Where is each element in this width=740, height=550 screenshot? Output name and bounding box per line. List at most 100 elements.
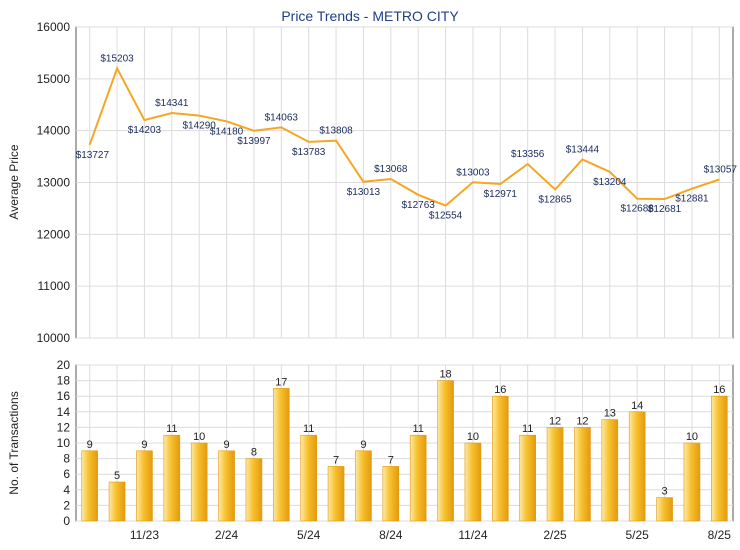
x-tick-label: 5/24 — [297, 528, 321, 542]
transactions-bar — [409, 434, 427, 522]
price-data-label: $12971 — [484, 189, 518, 200]
transactions-bar — [81, 450, 98, 522]
price-gridlines — [76, 26, 733, 339]
price-data-label: $14180 — [210, 126, 244, 137]
price-data-label: $14290 — [183, 121, 217, 132]
transactions-data-label: 16 — [494, 384, 506, 396]
transactions-data-label: 11 — [303, 423, 314, 435]
transactions-data-labels: 9 5 9 11 10 9 8 17 11 7 9 7 11 18 10 16 11 12 12 13 14 3 10 16 — [87, 369, 726, 498]
transactions-data-label: 12 — [549, 415, 561, 427]
transactions-data-label: 9 — [87, 439, 93, 451]
transactions-data-label: 11 — [412, 423, 423, 435]
transactions-bar — [464, 442, 482, 522]
transactions-data-label: 18 — [439, 369, 451, 381]
price-y-tick-label: 15000 — [37, 72, 71, 86]
transactions-bar — [656, 497, 673, 522]
price-data-label: $12865 — [538, 194, 572, 205]
transactions-y-tick-label: 12 — [57, 420, 71, 434]
price-data-labels: $13727 $15203 $14203 $14341 $14290$14180$139… — [76, 53, 738, 221]
transactions-bar — [437, 380, 454, 522]
price-data-label: $12881 — [675, 194, 709, 205]
x-tick-label: 8/25 — [708, 528, 732, 542]
price-data-label: $13808 — [319, 126, 353, 137]
transactions-data-label: 13 — [604, 408, 616, 420]
transactions-y-tick-label: 6 — [63, 467, 70, 481]
price-y-tick-label: 11000 — [38, 279, 71, 293]
transactions-y-tick-label: 8 — [63, 452, 70, 466]
price-data-label: $12688 — [621, 204, 655, 215]
price-y-tick-label: 10000 — [37, 331, 71, 345]
price-data-label: $13003 — [456, 167, 490, 178]
transactions-y-tick-label: 4 — [63, 483, 70, 497]
transactions-data-label: 10 — [467, 431, 479, 443]
transactions-bar — [190, 442, 208, 522]
price-data-label: $13068 — [374, 164, 408, 175]
x-tick-labels: 11/23 2/24 5/24 8/24 11/24 2/25 5/25 8/25 — [130, 528, 731, 542]
x-tick-label: 11/23 — [130, 528, 159, 542]
price-data-label: $12681 — [648, 204, 682, 215]
transactions-bar — [218, 450, 235, 522]
transactions-data-label: 10 — [193, 431, 205, 443]
transactions-data-label: 17 — [275, 376, 287, 388]
transactions-bar — [546, 427, 564, 522]
price-y-tick-label: 14000 — [37, 124, 71, 138]
price-data-label: $13997 — [237, 136, 271, 147]
transactions-bar — [245, 458, 263, 522]
transactions-data-label: 9 — [360, 439, 366, 451]
transactions-data-label: 7 — [333, 454, 339, 466]
x-tick-label: 2/25 — [543, 528, 567, 542]
price-data-label: $13356 — [511, 149, 545, 160]
price-y-tick-label: 12000 — [37, 227, 71, 241]
transactions-data-label: 5 — [114, 470, 120, 482]
transactions-bar — [601, 419, 619, 522]
price-y-tick-label: 13000 — [37, 176, 71, 190]
transactions-data-label: 14 — [631, 400, 643, 412]
transactions-y-tick-label: 2 — [63, 498, 70, 512]
price-data-label: $13783 — [292, 147, 326, 158]
transactions-data-label: 9 — [141, 439, 147, 451]
transactions-y-tick-label: 20 — [57, 358, 71, 372]
transactions-data-label: 3 — [662, 486, 668, 498]
transactions-bar — [492, 395, 509, 522]
price-data-label: $12763 — [402, 200, 436, 211]
transactions-bar — [327, 466, 345, 522]
x-tick-label: 5/25 — [626, 528, 650, 542]
x-tick-label: 2/24 — [215, 528, 239, 542]
transactions-data-label: 8 — [251, 447, 257, 459]
price-data-label: $13057 — [704, 165, 738, 176]
price-data-label: $14203 — [128, 125, 162, 136]
price-data-label: $13013 — [347, 187, 381, 198]
transactions-data-label: 10 — [686, 431, 698, 443]
transactions-bar — [574, 427, 591, 522]
transactions-bar — [628, 411, 646, 522]
transactions-y-tick-label: 0 — [63, 514, 70, 528]
price-series-line — [88, 65, 720, 207]
transactions-y-tick-label: 10 — [57, 436, 71, 450]
price-y-tick-labels: 10000 11000 12000 13000 14000 15000 16000 — [37, 20, 71, 345]
transactions-data-label: 11 — [166, 423, 177, 435]
transactions-bar — [683, 442, 701, 522]
transactions-bar — [711, 395, 728, 522]
price-y-tick-label: 16000 — [37, 20, 71, 34]
transactions-bar — [382, 466, 400, 522]
price-data-label: $13727 — [76, 150, 110, 161]
transactions-bar — [136, 450, 153, 522]
transactions-bar — [108, 481, 126, 522]
price-data-label: $14063 — [265, 112, 299, 123]
price-y-axis-label: Average Price — [7, 144, 21, 219]
transactions-data-label: 9 — [224, 439, 230, 451]
transactions-y-tick-label: 16 — [57, 389, 71, 403]
price-data-label: $13444 — [566, 144, 600, 155]
transactions-bar — [163, 434, 181, 522]
transactions-bar — [300, 434, 317, 522]
price-data-label: $14341 — [155, 98, 189, 109]
price-data-label: $12554 — [429, 211, 463, 222]
transactions-bar — [519, 434, 536, 522]
transactions-y-tick-label: 14 — [57, 405, 71, 419]
price-data-label: $13204 — [593, 177, 627, 188]
transactions-data-label: 16 — [713, 384, 725, 396]
